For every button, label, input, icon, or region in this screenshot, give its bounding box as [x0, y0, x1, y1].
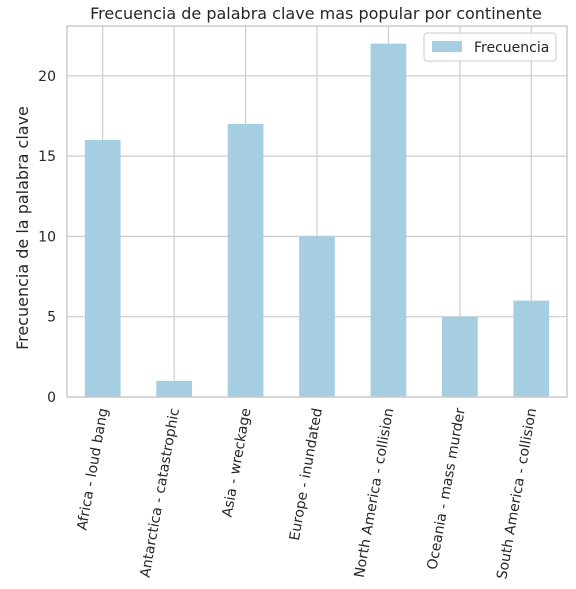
bar [299, 236, 335, 397]
x-tick-label: Africa - loud bang [74, 407, 111, 532]
y-tick-label: 5 [47, 310, 56, 326]
legend-box [423, 32, 557, 62]
y-tick-label: 20 [38, 69, 56, 85]
y-tick-label: 15 [38, 149, 56, 165]
bar [84, 140, 121, 397]
bar [442, 316, 478, 397]
y-axis-label: Frecuencia de la palabra clave [13, 106, 32, 350]
plot-frame [66, 25, 568, 398]
x-tick-label: North America - collision [352, 407, 398, 579]
bars [84, 43, 550, 398]
axes-frame [66, 25, 568, 398]
x-tick-label: Europe - inundated [287, 407, 326, 542]
x-tick-label: Asia - wreckage [220, 407, 255, 519]
x-tick-label: Antarctica - catastrophic [137, 407, 183, 579]
y-tick-label: 0 [47, 390, 56, 406]
y-tick-labels: 0 5 10 15 20 [38, 69, 56, 406]
chart-title: Frecuencia de palabra clave mas popular … [90, 4, 542, 23]
bar [370, 43, 407, 398]
bar [156, 380, 192, 397]
y-tick-label: 10 [38, 229, 56, 245]
x-tick-label: Oceania - mass murder [425, 407, 469, 571]
bar [227, 123, 264, 397]
x-tick-labels: Africa - loud bang Antarctica - catastrop… [74, 407, 540, 581]
x-tick-label: South America - collision [494, 407, 540, 581]
legend: Frecuencia [423, 32, 557, 62]
legend-swatch [432, 41, 462, 52]
bar [513, 300, 550, 397]
legend-label: Frecuencia [474, 40, 549, 56]
